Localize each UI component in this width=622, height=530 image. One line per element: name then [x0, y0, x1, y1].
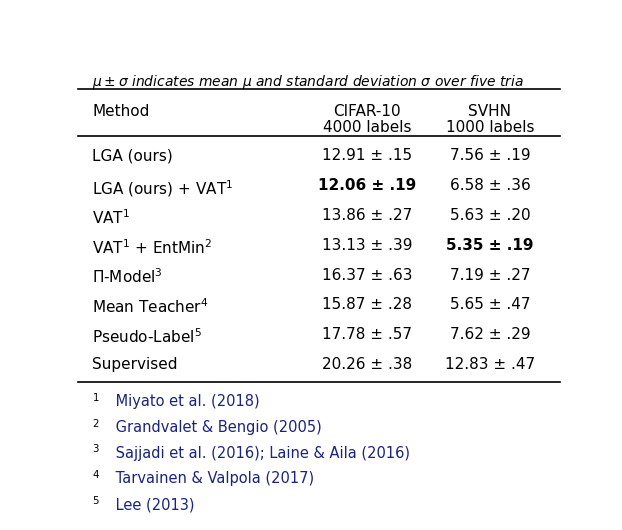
Text: VAT$^{1}$ + EntMin$^{2}$: VAT$^{1}$ + EntMin$^{2}$: [92, 238, 213, 257]
Text: VAT$^{1}$: VAT$^{1}$: [92, 208, 130, 227]
Text: $^{4}$: $^{4}$: [92, 471, 100, 487]
Text: 12.06 ± .19: 12.06 ± .19: [318, 178, 416, 193]
Text: $^{3}$: $^{3}$: [92, 446, 100, 461]
Text: 5.63 ± .20: 5.63 ± .20: [450, 208, 530, 223]
Text: 16.37 ± .63: 16.37 ± .63: [322, 268, 412, 282]
Text: 6.58 ± .36: 6.58 ± .36: [450, 178, 531, 193]
Text: 12.83 ± .47: 12.83 ± .47: [445, 357, 535, 372]
Text: Pseudo-Label$^{5}$: Pseudo-Label$^{5}$: [92, 327, 202, 346]
Text: $^{1}$: $^{1}$: [92, 394, 100, 409]
Text: LGA (ours): LGA (ours): [92, 148, 173, 163]
Text: 1000 labels: 1000 labels: [445, 120, 534, 135]
Text: LGA (ours) + VAT$^{1}$: LGA (ours) + VAT$^{1}$: [92, 178, 233, 199]
Text: CIFAR-10: CIFAR-10: [333, 104, 401, 119]
Text: 4000 labels: 4000 labels: [323, 120, 411, 135]
Text: $^{5}$: $^{5}$: [92, 497, 100, 512]
Text: Lee (2013): Lee (2013): [111, 497, 194, 512]
Text: Π-Model$^{3}$: Π-Model$^{3}$: [92, 268, 163, 286]
Text: 7.19 ± .27: 7.19 ± .27: [450, 268, 530, 282]
Text: Tarvainen & Valpola (2017): Tarvainen & Valpola (2017): [111, 471, 313, 487]
Text: Miyato et al. (2018): Miyato et al. (2018): [111, 394, 259, 409]
Text: SVHN: SVHN: [468, 104, 511, 119]
Text: Mean Teacher$^{4}$: Mean Teacher$^{4}$: [92, 297, 208, 316]
Text: Supervised: Supervised: [92, 357, 178, 372]
Text: 13.13 ± .39: 13.13 ± .39: [322, 238, 412, 253]
Text: $\mu \pm \sigma$ indicates mean $\mu$ and standard deviation $\sigma$ over five : $\mu \pm \sigma$ indicates mean $\mu$ an…: [92, 73, 524, 91]
Text: $^{2}$: $^{2}$: [92, 420, 100, 435]
Text: 7.62 ± .29: 7.62 ± .29: [450, 327, 530, 342]
Text: Sajjadi et al. (2016); Laine & Aila (2016): Sajjadi et al. (2016); Laine & Aila (201…: [111, 446, 409, 461]
Text: 15.87 ± .28: 15.87 ± .28: [322, 297, 412, 313]
Text: 5.65 ± .47: 5.65 ± .47: [450, 297, 530, 313]
Text: 7.56 ± .19: 7.56 ± .19: [450, 148, 530, 163]
Text: 17.78 ± .57: 17.78 ± .57: [322, 327, 412, 342]
Text: 13.86 ± .27: 13.86 ± .27: [322, 208, 412, 223]
Text: 5.35 ± .19: 5.35 ± .19: [446, 238, 534, 253]
Text: Method: Method: [92, 104, 149, 119]
Text: 20.26 ± .38: 20.26 ± .38: [322, 357, 412, 372]
Text: Grandvalet & Bengio (2005): Grandvalet & Bengio (2005): [111, 420, 322, 435]
Text: 12.91 ± .15: 12.91 ± .15: [322, 148, 412, 163]
